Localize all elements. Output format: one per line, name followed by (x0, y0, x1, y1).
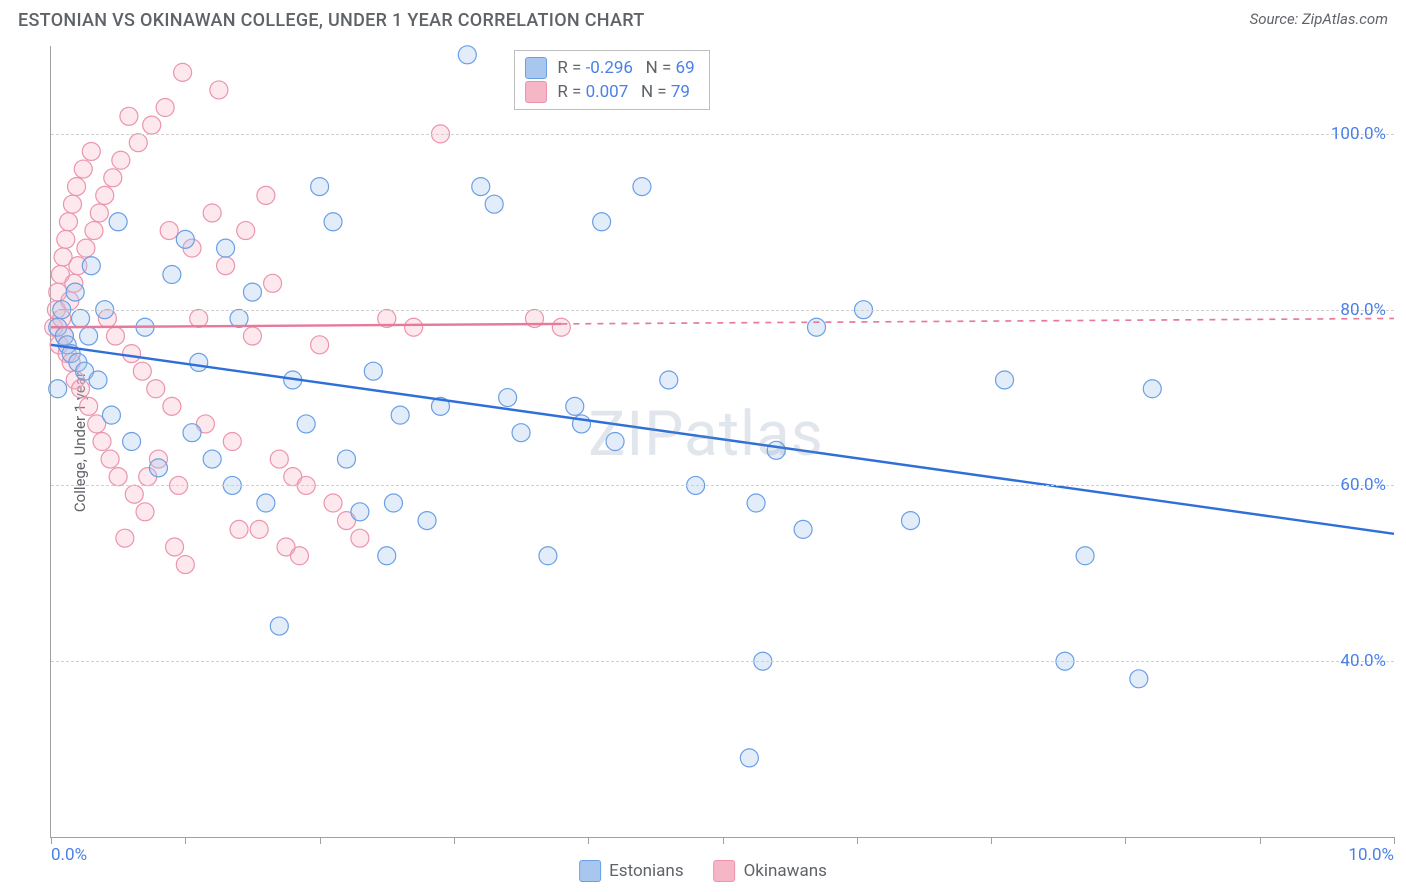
legend-label: Estonians (609, 861, 683, 881)
legend-item-estonians: Estonians (579, 860, 683, 882)
series-legend: Estonians Okinawans (579, 860, 827, 882)
plot-svg (51, 46, 1394, 837)
stats-text: R = 0.007 N = 79 (557, 82, 690, 102)
x-tick-label: 0.0% (51, 845, 87, 865)
plot-area: College, Under 1 year ZIPatlas R = -0.29… (50, 46, 1394, 838)
y-tick-label: 80.0% (1340, 300, 1386, 320)
square-icon (579, 860, 601, 882)
stats-legend: R = -0.296 N = 69 R = 0.007 N = 79 (514, 50, 709, 110)
x-tick-label: 10.0% (1348, 845, 1394, 865)
y-tick-label: 40.0% (1340, 651, 1386, 671)
chart-title: ESTONIAN VS OKINAWAN COLLEGE, UNDER 1 YE… (18, 10, 645, 31)
legend-label: Okinawans (744, 861, 827, 881)
square-icon (714, 860, 736, 882)
stats-legend-row: R = -0.296 N = 69 (525, 57, 694, 79)
y-tick-label: 60.0% (1340, 475, 1386, 495)
square-icon (525, 57, 547, 79)
square-icon (525, 81, 547, 103)
legend-item-okinawans: Okinawans (714, 860, 827, 882)
y-tick-label: 100.0% (1331, 124, 1386, 144)
source-label: Source: ZipAtlas.com (1250, 10, 1388, 28)
stats-legend-row: R = 0.007 N = 79 (525, 81, 694, 103)
plot-box: ZIPatlas R = -0.296 N = 69R = 0.007 N = … (50, 46, 1394, 838)
stats-text: R = -0.296 N = 69 (557, 58, 694, 78)
